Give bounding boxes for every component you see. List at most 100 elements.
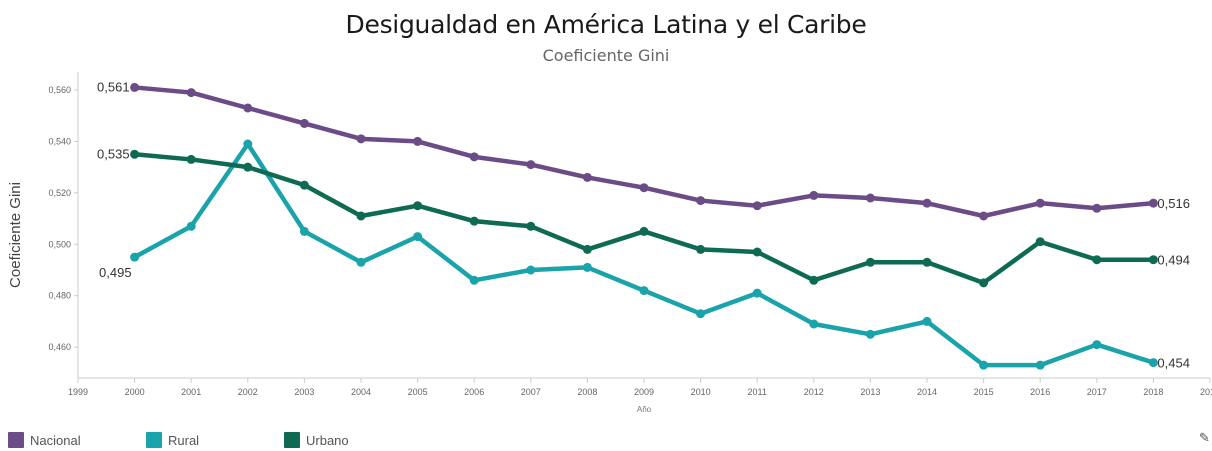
data-point-rural <box>299 226 309 236</box>
legend-label-nacional: Nacional <box>30 432 81 448</box>
x-tick-label: 2018 <box>1143 387 1163 397</box>
x-tick-label: 2012 <box>804 387 824 397</box>
y-tick-label: 0,560 <box>48 85 71 95</box>
data-point-nacional <box>809 190 819 200</box>
data-point-rural <box>865 329 875 339</box>
x-tick-label: 2000 <box>125 387 145 397</box>
x-tick-label: 1999 <box>68 387 88 397</box>
x-tick-label: 2011 <box>748 387 767 397</box>
data-point-rural <box>582 262 592 272</box>
data-label-first-urbano: 0,535 <box>97 146 130 161</box>
data-point-nacional <box>1092 203 1102 213</box>
series-line-urbano <box>132 152 1156 286</box>
data-point-urbano <box>1148 255 1158 265</box>
x-tick-label: 2006 <box>464 387 484 397</box>
data-point-nacional <box>356 134 366 144</box>
series-line-nacional <box>132 85 1156 219</box>
data-point-nacional <box>130 82 140 92</box>
data-point-rural <box>639 286 649 296</box>
data-point-urbano <box>865 257 875 267</box>
data-label-last-rural: 0,454 <box>1157 356 1190 371</box>
data-point-nacional <box>526 160 536 170</box>
data-point-nacional <box>469 152 479 162</box>
x-tick-label: 2007 <box>521 387 541 397</box>
y-tick-label: 0,500 <box>48 239 71 249</box>
data-point-urbano <box>356 211 366 221</box>
data-point-nacional <box>243 103 253 113</box>
y-axis-title: Coeficiente Gini <box>7 182 24 288</box>
x-tick-label: 2014 <box>917 387 937 397</box>
data-point-rural <box>356 257 366 267</box>
data-point-rural <box>1035 360 1045 370</box>
data-point-urbano <box>979 278 989 288</box>
x-tick-label: 2015 <box>974 387 994 397</box>
data-point-nacional <box>922 198 932 208</box>
legend: Nacional Rural Urbano <box>8 432 422 448</box>
data-point-urbano <box>1035 237 1045 247</box>
legend-label-urbano: Urbano <box>306 432 349 448</box>
pencil-icon[interactable]: ✎ <box>1199 430 1210 445</box>
data-point-nacional <box>865 193 875 203</box>
data-point-urbano <box>469 216 479 226</box>
line-chart: 0,460 0,480 0,500 0,520 0,540 0,560 1999 2000 20… <box>7 72 1212 414</box>
x-tick-label: 2017 <box>1087 387 1107 397</box>
data-point-rural <box>922 316 932 326</box>
data-point-urbano <box>1092 255 1102 265</box>
data-point-rural <box>130 252 140 262</box>
x-tick-label: 2009 <box>634 387 654 397</box>
y-tick-label: 0,540 <box>48 136 71 146</box>
data-label-first-nacional: 0,561 <box>97 79 130 94</box>
legend-item-urbano[interactable]: Urbano <box>284 432 422 448</box>
y-tick-label: 0,480 <box>48 291 71 301</box>
data-point-rural <box>526 265 536 275</box>
y-tick-label: 0,460 <box>48 342 71 352</box>
data-point-rural <box>243 139 253 149</box>
data-point-urbano <box>639 226 649 236</box>
data-point-rural <box>809 319 819 329</box>
series-line-rural <box>132 141 1156 368</box>
data-point-rural <box>186 221 196 231</box>
x-tick-label: 2008 <box>577 387 597 397</box>
data-point-urbano <box>696 244 706 254</box>
data-point-rural <box>696 309 706 319</box>
data-point-rural <box>979 360 989 370</box>
x-tick-label: 2004 <box>351 387 371 397</box>
data-point-urbano <box>130 149 140 159</box>
data-point-rural <box>752 288 762 298</box>
data-point-nacional <box>1035 198 1045 208</box>
x-tick-label: 2019 <box>1200 387 1212 397</box>
data-point-urbano <box>809 275 819 285</box>
x-axis-title: Año <box>637 405 652 414</box>
x-tick-label: 2016 <box>1030 387 1050 397</box>
data-point-urbano <box>413 201 423 211</box>
data-label-first-rural: 0,495 <box>99 265 132 280</box>
data-point-nacional <box>582 172 592 182</box>
legend-swatch-urbano <box>284 432 300 448</box>
data-point-rural <box>413 232 423 242</box>
x-tick-label: 2003 <box>294 387 314 397</box>
data-point-nacional <box>186 88 196 98</box>
data-point-nacional <box>413 136 423 146</box>
legend-item-nacional[interactable]: Nacional <box>8 432 146 448</box>
data-point-urbano <box>243 162 253 172</box>
data-point-urbano <box>526 221 536 231</box>
legend-swatch-nacional <box>8 432 24 448</box>
data-point-nacional <box>639 183 649 193</box>
y-tick-label: 0,520 <box>48 188 71 198</box>
legend-item-rural[interactable]: Rural <box>146 432 284 448</box>
x-tick-label: 2013 <box>860 387 880 397</box>
x-tick-label: 2010 <box>691 387 711 397</box>
data-point-nacional <box>299 118 309 128</box>
data-point-urbano <box>922 257 932 267</box>
data-point-nacional <box>696 196 706 206</box>
data-point-urbano <box>299 180 309 190</box>
data-label-last-urbano: 0,494 <box>1157 253 1190 268</box>
chart-subtitle: Coeficiente Gini <box>542 46 670 65</box>
data-point-nacional <box>1148 198 1158 208</box>
data-point-rural <box>469 275 479 285</box>
data-point-urbano <box>582 244 592 254</box>
x-tick-label: 2001 <box>181 387 201 397</box>
x-tick-label: 2002 <box>238 387 258 397</box>
data-label-last-nacional: 0,516 <box>1157 196 1190 211</box>
data-point-nacional <box>752 201 762 211</box>
